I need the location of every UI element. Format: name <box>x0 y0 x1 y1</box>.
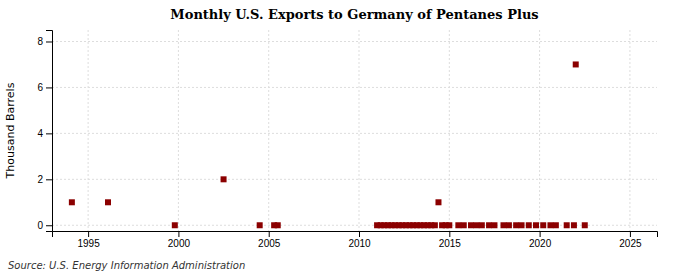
x-tick-label: 2020 <box>529 238 552 249</box>
x-axis: 1995 2000 2005 2010 2015 2020 2025 <box>53 231 658 249</box>
point <box>564 222 570 228</box>
grid-line <box>52 179 657 180</box>
source: Source: U.S. Energy Information Administ… <box>8 260 245 271</box>
point <box>479 222 485 228</box>
y-tick-label: 4 <box>37 128 43 139</box>
grid-line <box>52 41 657 42</box>
chart: 1995 2000 2005 2010 2015 2020 2025 0 2 4 6 8 Monthly… <box>0 0 675 275</box>
x-tick-mark <box>630 231 631 237</box>
point <box>473 222 479 228</box>
grid-line <box>539 30 540 231</box>
grid-line <box>88 30 89 231</box>
point <box>435 199 441 205</box>
y-tick-label: 0 <box>37 220 43 231</box>
y-tick-label: 2 <box>37 174 43 185</box>
x-tick-label: 2025 <box>619 238 642 249</box>
point <box>519 222 525 228</box>
x-tick: 1995 <box>77 231 100 249</box>
title: Monthly U.S. Exports to Germany of Penta… <box>170 7 538 22</box>
y-tick: 2 <box>37 174 52 185</box>
x-tick: 2010 <box>348 231 371 249</box>
x-tick-mark <box>178 231 179 237</box>
point <box>486 222 492 228</box>
y-axis-title: Thousand Barrels <box>4 82 17 179</box>
x-tick: 2005 <box>258 231 281 249</box>
point <box>573 61 579 67</box>
grid-line <box>52 133 657 134</box>
x-tick-mark <box>359 231 360 237</box>
y-tick-mark <box>46 225 52 226</box>
x-tick-mark <box>88 231 89 237</box>
x-tick-mark <box>540 231 541 237</box>
grid-line <box>449 30 450 231</box>
point <box>105 199 111 205</box>
grid <box>52 30 657 231</box>
points <box>69 61 588 228</box>
y-tick-mark <box>46 133 52 134</box>
grid-line <box>629 30 630 231</box>
y-axis-line <box>46 31 53 232</box>
x-tick-label: 2015 <box>439 238 462 249</box>
point <box>432 222 438 228</box>
y-tick: 8 <box>37 36 52 47</box>
y-tick-mark <box>46 87 52 88</box>
x-tick: 2020 <box>529 231 552 249</box>
grid-line <box>268 30 269 231</box>
x-tick-mark <box>269 231 270 237</box>
grid-line <box>359 30 360 231</box>
x-tick-label: 2005 <box>258 238 281 249</box>
x-tick-label: 1995 <box>77 238 100 249</box>
point <box>468 222 474 228</box>
x-tick-label: 2000 <box>168 238 191 249</box>
point <box>446 222 452 228</box>
point <box>275 222 281 228</box>
grid-line <box>178 30 179 231</box>
point <box>513 222 519 228</box>
x-tick: 2015 <box>439 231 462 249</box>
x-tick-mark <box>449 231 450 237</box>
point <box>547 222 553 228</box>
point <box>500 222 506 228</box>
point <box>506 222 512 228</box>
y-tick: 0 <box>37 220 52 231</box>
point <box>582 222 588 228</box>
y-tick-label: 8 <box>37 36 43 47</box>
y-tick: 4 <box>37 128 52 139</box>
grid-line <box>52 87 657 88</box>
point <box>540 222 546 228</box>
point <box>533 222 539 228</box>
point <box>69 199 75 205</box>
y-axis: 0 2 4 6 8 <box>37 31 52 232</box>
point <box>461 222 467 228</box>
x-tick-label: 2010 <box>348 238 371 249</box>
point <box>221 176 227 182</box>
x-tick: 2000 <box>168 231 191 249</box>
point <box>491 222 497 228</box>
plot: 1995 2000 2005 2010 2015 2020 2025 0 2 4 6 8 <box>37 30 657 249</box>
x-axis-line <box>53 232 658 238</box>
point <box>553 222 559 228</box>
point <box>172 222 178 228</box>
point <box>526 222 532 228</box>
point <box>571 222 577 228</box>
x-tick: 2025 <box>619 231 642 249</box>
y-tick-label: 6 <box>37 82 43 93</box>
y-tick-mark <box>46 41 52 42</box>
y-tick: 6 <box>37 82 52 93</box>
y-tick-mark <box>46 179 52 180</box>
point <box>455 222 461 228</box>
point <box>257 222 263 228</box>
